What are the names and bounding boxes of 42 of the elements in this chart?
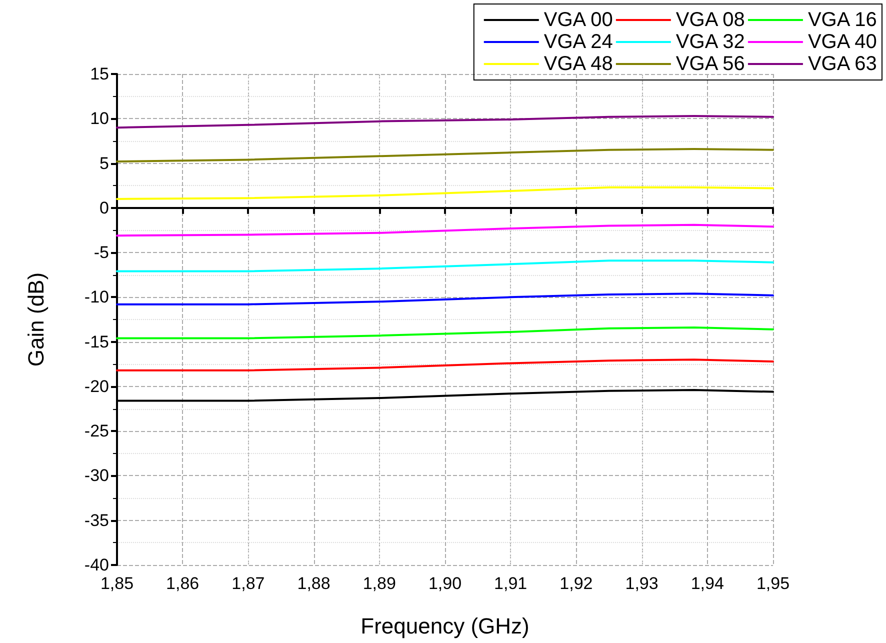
line-series xyxy=(116,186,774,200)
legend-label: VGA 56 xyxy=(676,53,745,75)
y-tick-label: -40 xyxy=(84,556,109,574)
x-tick-label: 1,86 xyxy=(166,574,200,593)
legend-label: VGA 24 xyxy=(544,31,613,53)
y-tick-label: 0 xyxy=(100,198,109,218)
x-tick-label: 1,87 xyxy=(232,574,265,593)
legend-label: VGA 63 xyxy=(808,53,877,75)
y-tick-label: -25 xyxy=(84,422,109,441)
y-tick-label: -35 xyxy=(84,510,109,530)
y-tick-label: 15 xyxy=(90,64,109,84)
legend-label: VGA 16 xyxy=(808,9,877,31)
x-tick-label: 1,85 xyxy=(100,574,134,593)
x-tick-label: 1,93 xyxy=(625,574,658,593)
y-tick-label: -20 xyxy=(84,376,109,396)
x-tick-label: 1,89 xyxy=(362,574,396,593)
legend-label: VGA 40 xyxy=(808,31,877,53)
legend-label: VGA 08 xyxy=(676,9,745,31)
line-series xyxy=(116,292,774,306)
y-tick-label: -5 xyxy=(94,243,109,262)
line-series xyxy=(116,260,774,272)
y-tick-label: -10 xyxy=(84,288,109,307)
y-tick-label: 10 xyxy=(90,109,109,128)
line-series xyxy=(116,224,774,237)
line-series xyxy=(116,358,774,372)
y-axis-title: Gain (dB) xyxy=(24,272,48,367)
x-tick-label: 1,94 xyxy=(690,574,724,593)
legend-label: VGA 48 xyxy=(544,53,613,75)
x-tick-label: 1,88 xyxy=(297,574,330,593)
legend-label: VGA 00 xyxy=(544,9,613,31)
y-tick-label: 5 xyxy=(100,154,109,173)
x-tick-label: 1,95 xyxy=(756,574,790,593)
y-tick-label: -15 xyxy=(84,332,109,352)
y-tick-label: -30 xyxy=(84,466,109,486)
line-series xyxy=(116,326,774,340)
line-series xyxy=(116,148,774,162)
x-tick-label: 1,91 xyxy=(494,574,528,593)
x-tick-label: 1,92 xyxy=(560,574,593,593)
x-tick-label: 1,90 xyxy=(428,574,462,593)
legend-label: VGA 32 xyxy=(676,31,745,53)
x-axis-title: Frequency (GHz) xyxy=(360,614,530,638)
line-series xyxy=(116,114,774,129)
